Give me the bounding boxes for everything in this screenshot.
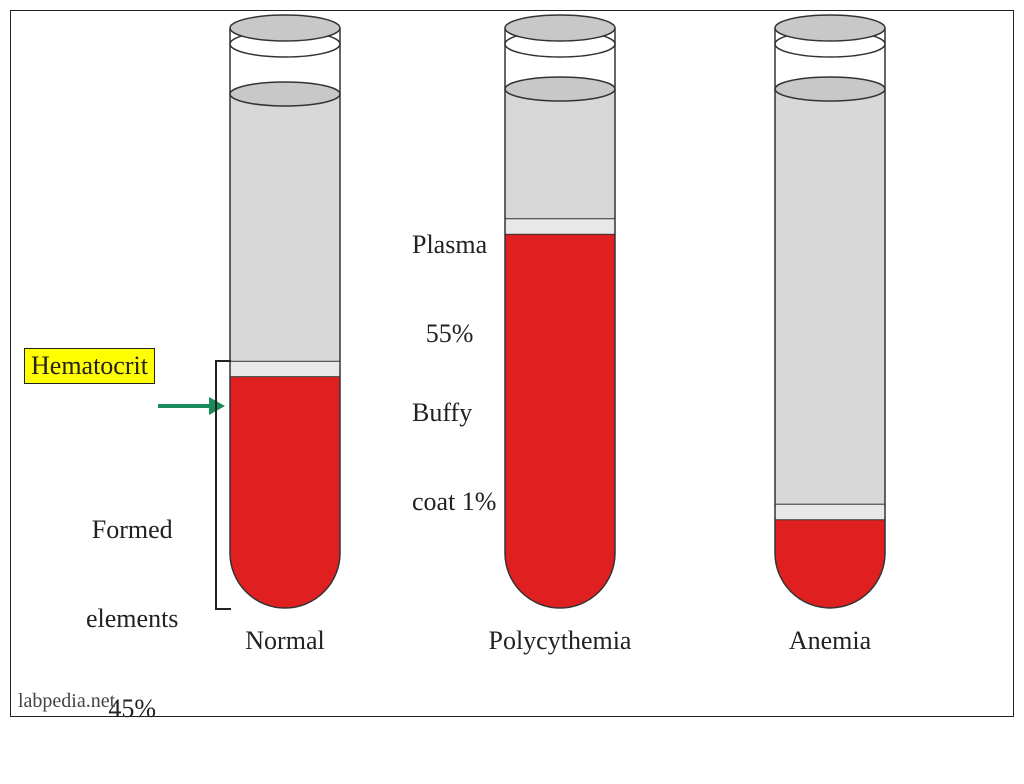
hematocrit-label: Hematocrit	[24, 348, 155, 384]
tube-polycythemia	[505, 15, 615, 608]
tube-normal	[230, 15, 340, 608]
caption-polycythemia: Polycythemia	[480, 626, 640, 656]
buffy-pct: coat 1%	[412, 487, 496, 517]
plasma-text: Plasma	[412, 230, 487, 260]
formed-label: Formed elements 45%	[86, 455, 178, 784]
formed-l1: Formed	[86, 515, 178, 545]
watermark: labpedia.net	[18, 690, 115, 713]
diagram-frame: Hematocrit Plasma 55% Buffy coat 1% Form…	[0, 0, 1024, 727]
caption-anemia: Anemia	[750, 626, 910, 656]
formed-l2: elements	[86, 604, 178, 634]
caption-normal: Normal	[205, 626, 365, 656]
buffy-text: Buffy	[412, 398, 496, 428]
buffy-label: Buffy coat 1%	[412, 338, 496, 577]
tube-anemia	[775, 15, 885, 608]
bracket	[215, 360, 217, 610]
